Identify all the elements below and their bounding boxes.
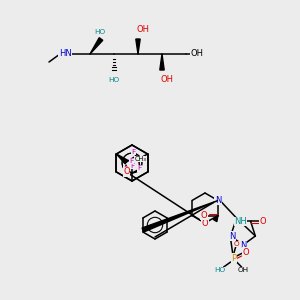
Text: HO: HO (94, 29, 106, 35)
Text: O: O (242, 248, 249, 256)
Text: OH: OH (190, 50, 203, 58)
Polygon shape (90, 38, 103, 54)
Text: F: F (137, 166, 141, 172)
Text: NH: NH (234, 217, 247, 226)
Text: F: F (130, 158, 134, 164)
Text: HO: HO (214, 267, 225, 273)
Text: OH: OH (160, 74, 173, 83)
Text: OH: OH (238, 267, 249, 273)
Text: CH₃: CH₃ (134, 156, 146, 162)
Text: O: O (123, 167, 130, 176)
Text: N: N (215, 196, 221, 205)
Text: HN: HN (58, 50, 71, 58)
Text: F: F (131, 149, 136, 155)
Text: O: O (202, 218, 208, 227)
Text: H: H (238, 218, 243, 224)
Text: F: F (137, 165, 142, 171)
Polygon shape (136, 39, 140, 54)
Text: P: P (231, 254, 236, 262)
Text: HO: HO (108, 77, 120, 83)
Text: N: N (240, 241, 246, 250)
Polygon shape (160, 54, 164, 70)
Text: F: F (130, 163, 134, 169)
Polygon shape (213, 215, 218, 222)
Polygon shape (116, 154, 128, 164)
Text: F: F (123, 166, 127, 172)
Text: OH: OH (136, 26, 149, 34)
Text: O: O (259, 217, 266, 226)
Text: O: O (234, 241, 239, 247)
Polygon shape (142, 200, 218, 232)
Text: O: O (201, 211, 207, 220)
Text: N: N (230, 232, 236, 241)
